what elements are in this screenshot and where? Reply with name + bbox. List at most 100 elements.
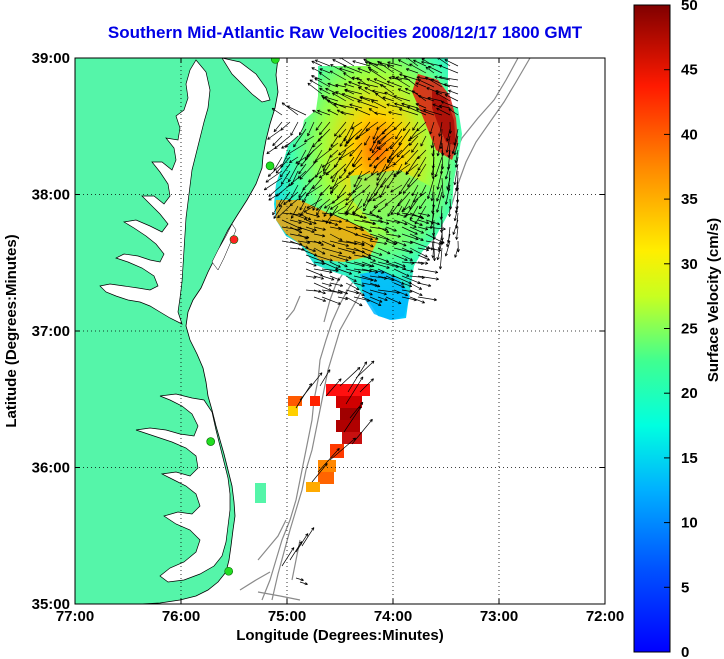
- velocity-arrow: [297, 212, 312, 221]
- velocity-arrow: [325, 87, 339, 95]
- velocity-arrow: [303, 135, 315, 143]
- velocity-arrow: [369, 296, 383, 303]
- velocity-arrow: [348, 81, 363, 88]
- velocity-arrow: [343, 83, 355, 88]
- velocity-arrow: [316, 109, 331, 116]
- velocity-arrow: [367, 149, 379, 161]
- velocity-arrow: [397, 59, 411, 67]
- velocity-arrow: [430, 78, 451, 88]
- velocity-arrow: [421, 58, 435, 67]
- velocity-arrow: [329, 233, 343, 241]
- velocity-arrow: [401, 233, 419, 241]
- velocity-arrow: [417, 261, 429, 265]
- velocity-arrow: [300, 149, 315, 167]
- velocity-arrow: [345, 296, 363, 307]
- velocity-arrow: [409, 289, 423, 296]
- velocity-arrow: [265, 170, 283, 183]
- velocity-arrow: [415, 103, 427, 109]
- velocity-arrow: [435, 89, 451, 95]
- lat-tick-label: 36:00: [32, 460, 70, 477]
- colorbar-tick-label: 50: [681, 0, 698, 14]
- velocity-arrow: [388, 76, 403, 81]
- velocity-arrow: [444, 94, 459, 102]
- velocity-arrow: [409, 212, 425, 220]
- velocity-arrow: [305, 261, 317, 267]
- y-axis-label: Latitude (Degrees:Minutes): [3, 234, 20, 427]
- plot-title: Southern Mid-Atlantic Raw Velocities 200…: [107, 23, 583, 42]
- velocity-arrow: [338, 142, 355, 156]
- velocity-arrow: [386, 80, 403, 88]
- velocity-arrow: [279, 163, 291, 178]
- velocity-arrow: [357, 67, 371, 74]
- velocity-arrow: [333, 121, 347, 137]
- velocity-arrow: [417, 226, 429, 231]
- velocity-arrow: [321, 261, 339, 270]
- velocity-arrow: [313, 247, 326, 255]
- velocity-arrow: [267, 163, 283, 177]
- velocity-arrow: [452, 219, 459, 235]
- velocity-arrow: [311, 463, 328, 483]
- velocity-arrow: [297, 226, 315, 234]
- colorbar-tick-label: 0: [681, 644, 689, 659]
- lon-tick-label: 76:00: [162, 608, 200, 625]
- velocity-arrow: [364, 135, 371, 146]
- velocity-arrow: [333, 102, 355, 109]
- velocity-arrow: [344, 88, 363, 95]
- velocity-arrow: [314, 149, 331, 163]
- velocity-arrow: [369, 282, 381, 288]
- velocity-arrow: [293, 128, 307, 148]
- velocity-arrow: [405, 68, 419, 74]
- colorbar-tick-label: 40: [681, 126, 698, 143]
- velocity-arrow: [393, 282, 405, 289]
- velocity-arrow: [329, 437, 356, 461]
- velocity-arrow: [369, 261, 390, 269]
- velocity-arrow: [426, 87, 443, 95]
- velocity-arrow: [343, 406, 362, 433]
- velocity-arrow: [301, 527, 315, 547]
- velocity-arrow: [417, 94, 435, 102]
- velocity-arrow: [329, 70, 347, 81]
- velocity-arrow: [305, 247, 316, 253]
- velocity-arrow: [323, 198, 339, 209]
- velocity-arrow: [415, 82, 427, 88]
- velocity-arrow: [366, 78, 387, 88]
- velocity-arrow: [313, 296, 327, 302]
- velocity-arrow: [313, 226, 326, 231]
- velocity-arrow: [423, 108, 443, 116]
- velocity-arrow: [446, 128, 451, 142]
- velocity-arrow: [343, 156, 355, 172]
- velocity-arrow: [454, 247, 459, 258]
- velocity-arrow: [311, 67, 323, 74]
- velocity-arrow: [368, 68, 387, 81]
- velocity-arrow: [266, 142, 283, 155]
- radar-station-marker: [224, 566, 233, 576]
- velocity-arrow: [436, 170, 443, 190]
- velocity-arrow: [409, 247, 428, 258]
- offshore-island: [255, 483, 266, 503]
- velocity-arrow: [438, 121, 443, 137]
- colorbar-tick-label: 5: [681, 579, 689, 596]
- velocity-arrow: [321, 156, 339, 168]
- velocity-arrow: [335, 83, 347, 88]
- lat-tick-label: 35:00: [32, 596, 70, 613]
- velocity-arrow: [430, 135, 435, 149]
- velocity-arrow: [306, 198, 323, 209]
- velocity-arrow: [345, 212, 367, 219]
- velocity-arrow: [371, 142, 379, 154]
- velocity-arrow: [378, 135, 387, 145]
- chesapeake-bay: [99, 59, 211, 325]
- velocity-arrow: [434, 156, 443, 178]
- velocity-arrow: [313, 240, 324, 246]
- velocity-arrow: [330, 64, 347, 74]
- velocity-arrow: [376, 163, 395, 176]
- colorbar-tick-label: 45: [681, 62, 698, 79]
- velocity-arrow: [329, 184, 339, 194]
- velocity-arrow: [412, 121, 419, 131]
- velocity-arrow: [386, 103, 403, 109]
- velocity-arrow: [399, 73, 419, 81]
- velocity-arrow: [314, 59, 331, 67]
- velocity-arrow: [396, 142, 411, 158]
- velocity-arrow: [438, 104, 451, 109]
- velocity-arrow: [351, 418, 373, 445]
